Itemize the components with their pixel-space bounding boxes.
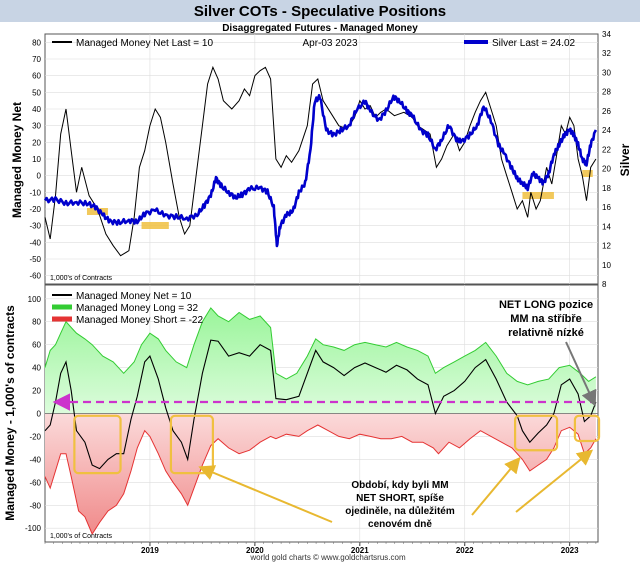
top-highlight-bar [522, 192, 554, 199]
top-y2-tick-label: 10 [602, 261, 611, 270]
bottom-y-tick-label: -80 [29, 501, 41, 510]
legend-short-label: Managed Money Short = -22 [76, 315, 203, 326]
annotation-net-long-line-2: MM na stříbře [510, 313, 582, 325]
bottom-panel-overlay [52, 393, 601, 475]
top-y2-tick-label: 30 [602, 68, 611, 77]
top-y2-tick-label: 18 [602, 184, 611, 193]
footer-credit: world gold charts © www.goldchartsrus.co… [249, 553, 406, 562]
top-y-tick-label: 50 [32, 88, 41, 97]
long-line [44, 307, 597, 386]
x-tick-label: 2019 [141, 546, 159, 555]
top-y2-tick-label: 24 [602, 126, 611, 135]
top-y2-axis-label: Silver [618, 143, 632, 176]
top-y-tick-label: -20 [29, 205, 41, 214]
top-y2-tick-label: 32 [602, 49, 611, 58]
legend-net-label: Managed Money Net Last = 10 [76, 38, 213, 49]
annotation-net-short-line-3: ojediněle, na důležitém [345, 505, 455, 517]
chart-date-label: Apr-03 2023 [302, 38, 357, 49]
legend-long-label: Managed Money Long = 32 [76, 303, 198, 314]
bottom-panel-axes: 100 80 60 40 20 0 -20 -40 -60 -80 -100 2019 2020 2021… [25, 295, 597, 555]
top-y-tick-label: 20 [32, 138, 41, 147]
bottom-units-note: 1,000's of Contracts [50, 533, 113, 540]
top-y2-tick-label: 26 [602, 107, 611, 116]
legend-silver-label: Silver Last = 24.02 [492, 38, 576, 49]
top-y-tick-label: -50 [29, 255, 41, 264]
bottom-y-tick-label: 40 [32, 364, 41, 373]
bottom-y-tick-label: 20 [32, 387, 41, 396]
chart-subtitle: Disaggregated Futures - Managed Money [222, 23, 418, 34]
annotation-net-short-line-4: cenovém dně [368, 519, 432, 530]
top-y-tick-label: -40 [29, 238, 41, 247]
bottom-y-tick-label: 100 [28, 295, 42, 304]
top-y-axis-label: Managed Money Net [10, 102, 24, 218]
top-units-note: 1,000's of Contracts [50, 275, 113, 282]
annotation-arrow-2022 [471, 456, 521, 516]
annotation-net-short-line-2: NET SHORT, spíše [356, 493, 444, 504]
x-tick-label: 2023 [561, 546, 579, 555]
annotation-net-long-line-1: NET LONG pozice [499, 299, 593, 311]
top-y2-tick-label: 14 [602, 222, 611, 231]
top-y-tick-label: 60 [32, 72, 41, 81]
top-y2-tick-label: 16 [602, 203, 611, 212]
bottom-y-tick-label: 80 [32, 318, 41, 327]
bottom-y-tick-label: 60 [32, 341, 41, 350]
top-y-tick-label: 30 [32, 122, 41, 131]
top-highlight-bar [582, 170, 593, 177]
top-y2-tick-label: 34 [602, 30, 611, 39]
annotation-net-short-line-1: Období, kdy byli MM [351, 480, 448, 491]
bottom-y-tick-label: -100 [25, 524, 42, 533]
top-y-tick-label: 10 [32, 155, 41, 164]
top-y2-tick-label: 12 [602, 242, 611, 251]
legend-bottom-net-label: Managed Money Net = 10 [76, 291, 192, 302]
annotation-arrow-2023 [515, 449, 594, 513]
x-tick-label: 2022 [456, 546, 474, 555]
top-panel-axes: 80 70 60 50 40 30 20 10 0 -10 -20 -30 -40 -50 -60 34 32 3… [29, 30, 611, 289]
bottom-y-tick-label: -40 [29, 455, 41, 464]
top-y2-tick-label: 8 [602, 280, 607, 289]
short-line [44, 424, 597, 536]
annotation-arrow-2019 [198, 465, 333, 523]
top-y-tick-label: 70 [32, 55, 41, 64]
top-y2-tick-label: 22 [602, 145, 611, 154]
top-y2-tick-label: 20 [602, 165, 611, 174]
bottom-y-tick-label: 0 [37, 410, 42, 419]
annotation-net-long-line-3: relativně nízké [508, 327, 584, 339]
annotation-net-long: NET LONG pozice MM na stříbře relativně … [499, 299, 593, 339]
x-tick-label: 2021 [351, 546, 369, 555]
top-y-tick-label: -60 [29, 272, 41, 281]
annotation-net-long-arrow [565, 341, 597, 407]
bottom-panel-areas [44, 307, 598, 536]
chart-title: Silver COTs - Speculative Positions [194, 3, 446, 20]
short-area [45, 413, 596, 534]
top-silver-line [43, 93, 598, 248]
net-short-highlight-box [73, 414, 122, 475]
top-highlight-bar [141, 222, 169, 229]
net-short-highlight-box [169, 414, 214, 475]
title-banner [0, 0, 640, 22]
top-y-tick-label: 40 [32, 105, 41, 114]
top-panel-series [43, 65, 598, 257]
top-y-tick-label: 0 [37, 172, 42, 181]
top-y2-tick-label: 28 [602, 88, 611, 97]
bottom-y-axis-label: Managed Money - 1,000's of contracts [3, 305, 17, 521]
bottom-y-tick-label: -20 [29, 432, 41, 441]
annotation-net-short: Období, kdy byli MM NET SHORT, spíše oje… [345, 480, 455, 530]
net-short-highlight-box [514, 414, 559, 452]
top-y-tick-label: 80 [32, 38, 41, 47]
x-tick-label: 2020 [246, 546, 264, 555]
top-y-tick-label: -10 [29, 188, 41, 197]
top-net-line [44, 65, 597, 257]
net-short-highlight-box [573, 414, 601, 443]
bottom-y-tick-label: -60 [29, 478, 41, 487]
top-y-tick-label: -30 [29, 222, 41, 231]
